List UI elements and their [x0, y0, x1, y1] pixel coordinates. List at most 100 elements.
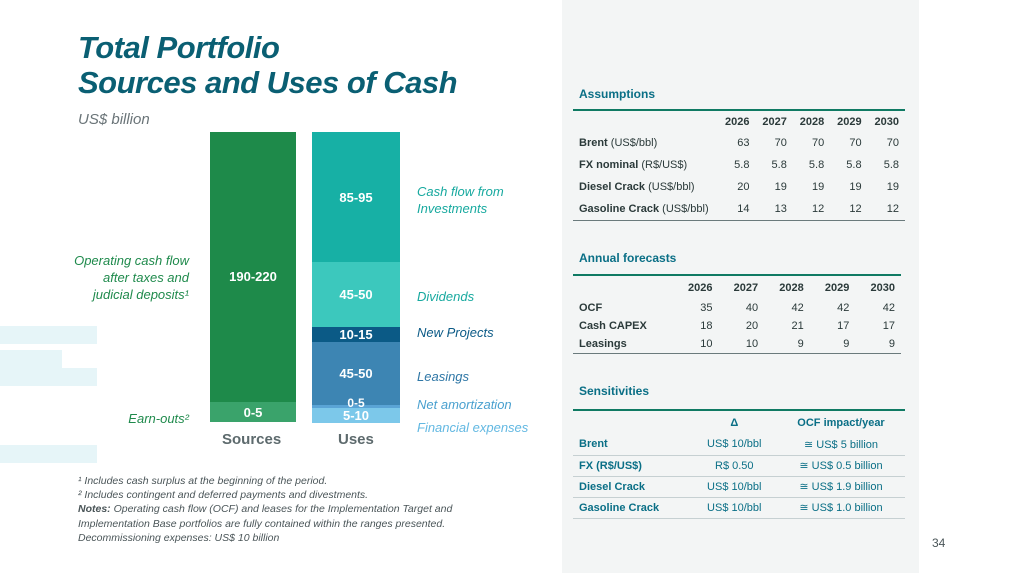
bar-value-earnouts: 0-5 [243, 404, 263, 420]
year-header: 2028 [779, 281, 804, 294]
year-header: 2026 [724, 115, 750, 128]
bar-value-financial-expenses: 5-10 [342, 408, 370, 423]
row-name: Cash CAPEX [579, 320, 647, 332]
cell: 18 [700, 320, 713, 332]
header-empty [573, 410, 692, 434]
title-line-1: Total Portfolio [78, 30, 280, 65]
cell: 5.8 [734, 159, 750, 171]
year-header: 2030 [870, 281, 895, 294]
cell: 10 [745, 337, 759, 350]
cell: 35 [700, 302, 713, 314]
bar-value-cash-flow-investments: 85-95 [339, 189, 373, 205]
cell: 42 [791, 302, 804, 314]
header-delta: Δ [730, 416, 739, 429]
table-header-row: 2026 2027 2028 2029 2030 [573, 275, 901, 299]
cell: 9 [843, 337, 850, 350]
footnotes: ¹ Includes cash surplus at the beginning… [78, 474, 498, 545]
bar-earnouts: 0-5 [210, 402, 296, 422]
cell: 12 [849, 202, 862, 215]
footnote-2: ² Includes contingent and deferred payme… [78, 489, 369, 502]
page-title: Total Portfolio Sources and Uses of Cash [78, 30, 458, 100]
year-header: 2029 [824, 281, 850, 294]
bar-cash-flow-investments: 85-95 [312, 132, 400, 262]
table-row: Diesel Crack (US$/bbl) 20 19 19 19 19 [573, 176, 905, 198]
row-unit: (US$/bbl) [607, 137, 658, 149]
row-name: Gasoline Crack [579, 202, 660, 215]
forecasts-table: 2026 2027 2028 2029 2030 OCF 35 40 42 42… [573, 274, 901, 354]
notes-paragraph: Notes: Operating cash flow (OCF) and lea… [78, 502, 498, 530]
table-row: Diesel Crack US$ 10/bbl ≅ US$ 1.9 billio… [573, 476, 905, 498]
label-leasings: Leasings [417, 369, 470, 384]
decorative-stripe [0, 368, 97, 386]
cell: 20 [745, 320, 759, 332]
cell: 20 [737, 181, 750, 193]
decommissioning-note: Decommissioning expenses: US$ 10 billion [78, 531, 280, 544]
label-earnouts: Earn-outs² [128, 411, 189, 426]
cell: 17 [882, 320, 895, 332]
cell: 5.8 [771, 159, 787, 171]
year-header: 2028 [799, 115, 825, 128]
cell: 19 [774, 181, 787, 193]
row-name: Gasoline Crack [573, 497, 692, 519]
cell: 10 [700, 337, 713, 350]
row-name: Diesel Crack [573, 476, 692, 498]
label-ocf-line-1: Operating cash flow [74, 253, 189, 268]
row-label: Diesel Crack (US$/bbl) [573, 176, 718, 198]
page-number: 34 [932, 536, 946, 550]
bar-leasings: 45-50 [312, 342, 400, 405]
bar-value-new-projects: 10-15 [339, 327, 373, 342]
table-row: Leasings 10 10 9 9 9 [573, 335, 901, 353]
row-unit: (R$/US$) [638, 159, 688, 171]
cell: 5.8 [883, 159, 899, 171]
row-unit: (US$/bbl) [645, 181, 695, 193]
cell: 14 [737, 202, 750, 215]
table-row: Gasoline Crack US$ 10/bbl ≅ US$ 1.0 bill… [573, 497, 905, 519]
cell: 12 [811, 202, 825, 215]
bar-net-amortization [312, 405, 400, 408]
label-operating-cash-flow: Operating cash flow after taxes and judi… [40, 252, 189, 303]
row-name: Leasings [579, 337, 627, 350]
row-name: Brent [573, 434, 692, 456]
decorative-stripe [0, 350, 62, 368]
label-ocf-line-3: judicial deposits¹ [92, 287, 189, 302]
assumptions-table: 2026 2027 2028 2029 2030 Brent (US$/bbl)… [573, 109, 905, 221]
label-net-amortization: Net amortization [417, 397, 512, 412]
cell: 70 [811, 137, 825, 149]
bar-new-projects: 10-15 [312, 327, 400, 342]
year-header: 2027 [762, 115, 787, 128]
cell: 5.8 [846, 159, 862, 171]
footnote-1: ¹ Includes cash surplus at the beginning… [78, 475, 328, 487]
cell-delta: R$ 0.50 [691, 455, 778, 477]
bar-value-net-amortization: 0-5 [347, 396, 365, 410]
cell: 19 [886, 181, 899, 193]
bar-value-leasings: 45-50 [339, 366, 373, 381]
row-label: Gasoline Crack (US$/bbl) [573, 198, 718, 220]
row-name: Diesel Crack [579, 181, 646, 193]
bar-dividends: 45-50 [312, 262, 400, 327]
label-cash-flow-investments: Cash flow from Investments [417, 183, 504, 217]
year-header: 2027 [733, 281, 759, 294]
cell: 17 [837, 320, 850, 332]
table-header-row: Δ OCF impact/year [573, 410, 905, 434]
cell: 70 [849, 137, 862, 149]
sensitivities-title: Sensitivities [579, 384, 650, 398]
cell-delta: US$ 10/bbl [691, 476, 778, 498]
row-name: FX (R$/US$) [573, 455, 692, 477]
table-row: FX (R$/US$) R$ 0.50 ≅ US$ 0.5 billion [573, 455, 905, 477]
bar-value-dividends: 45-50 [339, 287, 373, 302]
label-ocf-line-2: after taxes and [103, 270, 189, 285]
label-financial-expenses: Financial expenses [417, 420, 529, 435]
cell: 21 [791, 320, 804, 332]
cell: 13 [774, 202, 787, 215]
bar-financial-expenses: 5-10 [312, 408, 400, 423]
year-header: 2030 [874, 115, 899, 128]
axis-label-sources: Sources [222, 431, 282, 448]
cell: 63 [737, 137, 750, 149]
table-row: Cash CAPEX 18 20 21 17 17 [573, 317, 901, 335]
label-cfi-line-2: Investments [417, 201, 488, 216]
label-cfi-line-1: Cash flow from [417, 184, 504, 199]
cell-impact: ≅ US$ 0.5 billion [777, 455, 905, 477]
cell: 70 [886, 137, 899, 149]
cell: 5.8 [808, 159, 825, 171]
notes-label: Notes: [78, 503, 111, 516]
